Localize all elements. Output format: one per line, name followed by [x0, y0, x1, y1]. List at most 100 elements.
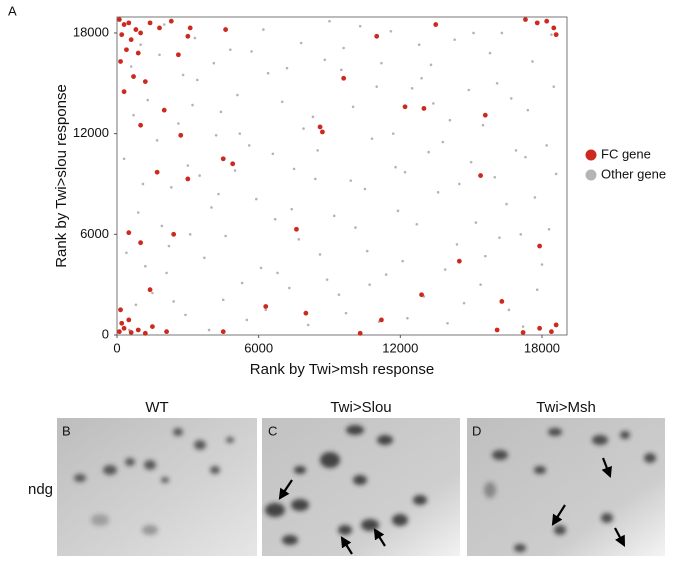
point	[341, 75, 347, 81]
point	[297, 238, 301, 241]
point	[549, 329, 554, 335]
point	[121, 325, 127, 331]
plot-frame	[116, 16, 568, 336]
point	[520, 330, 526, 335]
point	[185, 33, 191, 39]
point	[391, 132, 395, 135]
panel-label: A	[8, 3, 17, 18]
point	[250, 50, 253, 53]
point	[417, 43, 421, 46]
point	[136, 211, 140, 214]
point	[233, 169, 237, 172]
point	[410, 87, 414, 90]
point	[118, 59, 123, 64]
point	[526, 108, 530, 112]
point	[384, 273, 388, 276]
point	[139, 43, 142, 46]
panel-label: B	[62, 423, 71, 438]
point	[446, 321, 449, 325]
point	[448, 118, 452, 122]
point	[122, 157, 126, 161]
point	[354, 226, 357, 229]
point	[221, 298, 225, 302]
legend-swatch	[585, 169, 597, 181]
point	[129, 65, 133, 68]
point	[171, 231, 177, 237]
point	[121, 89, 127, 95]
point	[135, 327, 141, 333]
point	[217, 192, 220, 196]
point	[553, 32, 559, 38]
point	[458, 182, 461, 186]
point	[119, 320, 125, 326]
point	[155, 139, 159, 142]
point	[138, 240, 144, 246]
point	[259, 266, 263, 270]
y-tick-label: 0	[102, 326, 109, 341]
point	[554, 172, 558, 176]
point	[494, 327, 500, 333]
point	[162, 23, 166, 26]
point	[223, 27, 229, 32]
point	[191, 103, 194, 107]
point	[365, 249, 369, 253]
legend-label: FC gene	[601, 146, 651, 161]
y-tick-label: 18000	[73, 24, 109, 39]
point	[500, 31, 504, 35]
point	[453, 38, 456, 41]
point	[357, 330, 363, 336]
point	[429, 63, 433, 67]
point	[314, 177, 317, 181]
point	[363, 187, 367, 191]
point	[402, 104, 408, 110]
point	[128, 37, 134, 43]
point	[187, 25, 193, 31]
legend-swatch	[585, 149, 597, 161]
point	[455, 243, 459, 246]
point	[318, 253, 322, 256]
point	[299, 41, 303, 45]
row-label: ndg	[28, 481, 53, 498]
point	[138, 30, 144, 36]
point	[142, 330, 148, 336]
point	[342, 46, 345, 50]
point	[230, 161, 236, 167]
point	[128, 330, 134, 335]
point	[552, 85, 556, 88]
point	[236, 93, 239, 97]
point	[479, 283, 482, 286]
y-axis-label: Rank by Twi>slou response	[53, 84, 70, 268]
point	[469, 160, 473, 164]
x-tick-label: 0	[113, 340, 120, 355]
point	[151, 291, 154, 295]
point	[535, 288, 539, 291]
point	[420, 76, 423, 80]
point	[207, 328, 211, 332]
point	[328, 19, 331, 23]
point	[177, 122, 180, 125]
point	[131, 74, 136, 79]
point	[164, 329, 169, 335]
point	[311, 115, 315, 119]
x-tick-label: 18000	[524, 340, 560, 355]
point	[415, 222, 419, 226]
point	[126, 230, 132, 236]
image-panel-c	[262, 418, 460, 556]
point	[276, 271, 279, 275]
point	[495, 81, 499, 85]
point	[184, 313, 187, 317]
point	[203, 256, 206, 260]
x-axis-label: Rank by Twi>msh response	[250, 361, 434, 378]
point	[368, 283, 371, 286]
point	[323, 58, 327, 62]
point	[170, 186, 173, 189]
point	[132, 113, 135, 117]
point	[482, 112, 488, 118]
point	[124, 47, 129, 53]
point	[337, 293, 341, 297]
image-panel-b	[57, 418, 257, 556]
point	[421, 106, 427, 111]
point	[150, 324, 155, 330]
point	[212, 61, 216, 65]
point	[394, 165, 397, 169]
